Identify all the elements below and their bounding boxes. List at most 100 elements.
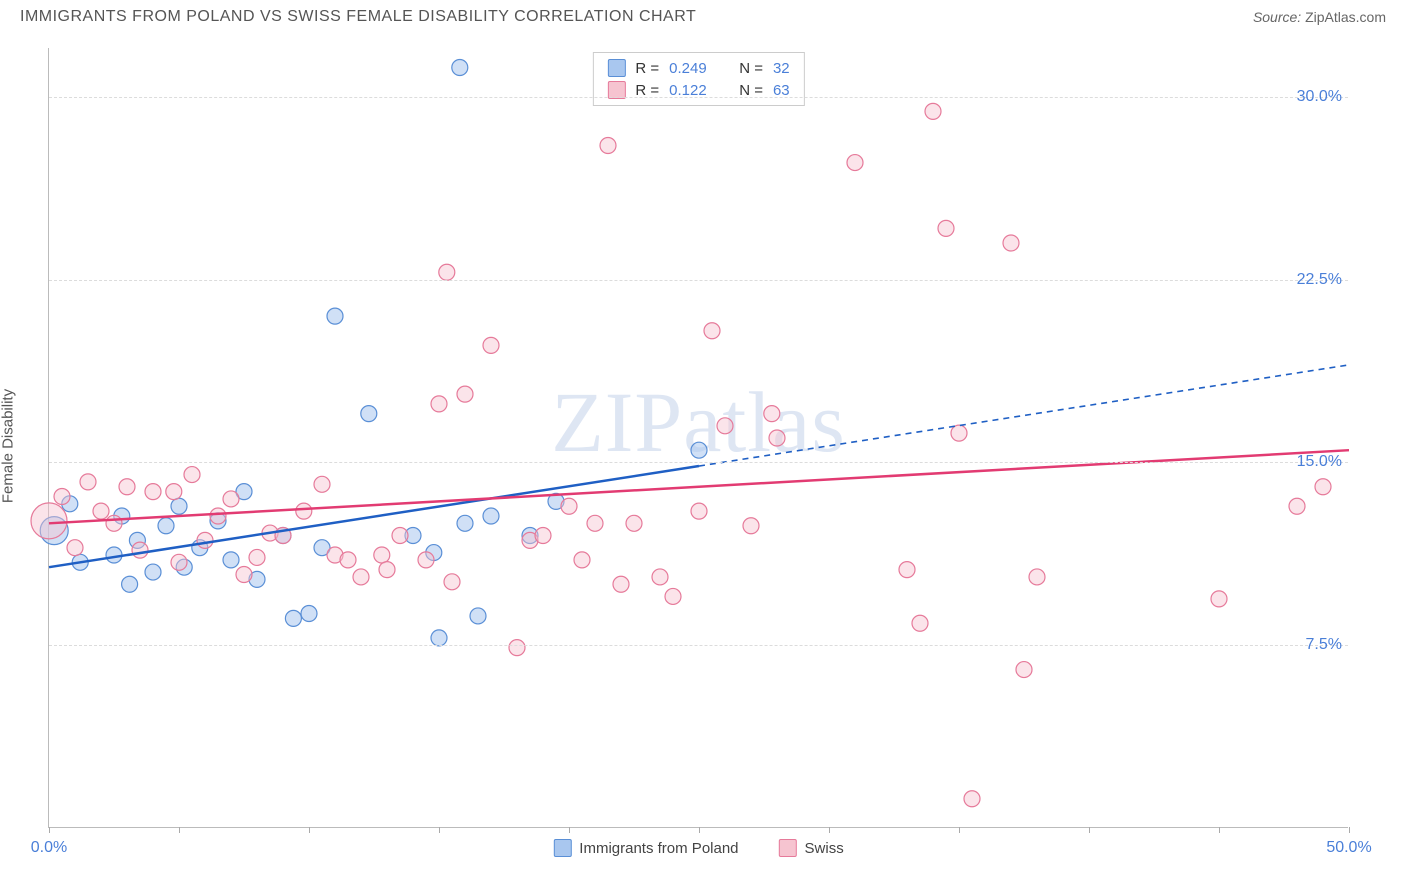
- scatter-point-poland: [223, 552, 239, 568]
- scatter-point-swiss: [392, 528, 408, 544]
- x-tick-mark: [829, 827, 830, 833]
- scatter-point-swiss: [743, 518, 759, 534]
- source-label: Source:: [1253, 9, 1301, 25]
- legend-n-label: N =: [739, 60, 763, 77]
- scatter-point-swiss: [314, 476, 330, 492]
- scatter-point-swiss: [665, 588, 681, 604]
- scatter-point-poland: [691, 442, 707, 458]
- correlation-legend: R = 0.249 N = 32R = 0.122 N = 63: [592, 52, 804, 106]
- scatter-point-poland: [452, 60, 468, 76]
- scatter-point-swiss: [132, 542, 148, 558]
- x-tick-mark: [1219, 827, 1220, 833]
- x-tick-label: 50.0%: [1326, 839, 1371, 857]
- scatter-point-swiss: [925, 103, 941, 119]
- scatter-point-swiss: [67, 540, 83, 556]
- y-tick-label: 22.5%: [1297, 271, 1342, 289]
- scatter-point-swiss: [899, 562, 915, 578]
- legend-swatch-poland: [607, 59, 625, 77]
- y-tick-label: 30.0%: [1297, 88, 1342, 106]
- legend-n-value: 32: [773, 60, 790, 77]
- x-tick-mark: [959, 827, 960, 833]
- scatter-point-swiss: [951, 425, 967, 441]
- legend-swatch-swiss: [779, 839, 797, 857]
- x-tick-label: 0.0%: [31, 839, 67, 857]
- scatter-point-poland: [171, 498, 187, 514]
- scatter-point-swiss: [296, 503, 312, 519]
- legend-r-value: 0.249: [669, 60, 707, 77]
- legend-item-swiss: Swiss: [779, 839, 844, 857]
- scatter-point-swiss: [652, 569, 668, 585]
- scatter-point-swiss: [353, 569, 369, 585]
- scatter-point-poland: [483, 508, 499, 524]
- chart-title: IMMIGRANTS FROM POLAND VS SWISS FEMALE D…: [20, 8, 696, 26]
- scatter-point-swiss: [439, 264, 455, 280]
- scatter-point-swiss: [1016, 662, 1032, 678]
- legend-stat-row-poland: R = 0.249 N = 32: [607, 57, 789, 79]
- gridline-h: [49, 462, 1348, 463]
- scatter-point-swiss: [106, 515, 122, 531]
- scatter-point-swiss: [1003, 235, 1019, 251]
- y-axis-label: Female Disability: [0, 389, 17, 503]
- scatter-point-swiss: [119, 479, 135, 495]
- source-attribution: Source: ZipAtlas.com: [1253, 9, 1386, 25]
- scatter-point-swiss: [769, 430, 785, 446]
- scatter-point-swiss: [717, 418, 733, 434]
- scatter-point-swiss: [379, 562, 395, 578]
- gridline-h: [49, 280, 1348, 281]
- scatter-point-swiss: [374, 547, 390, 563]
- scatter-point-swiss: [80, 474, 96, 490]
- scatter-point-poland: [158, 518, 174, 534]
- gridline-h: [49, 97, 1348, 98]
- scatter-point-swiss: [184, 467, 200, 483]
- scatter-point-swiss: [509, 640, 525, 656]
- scatter-point-swiss: [600, 138, 616, 154]
- scatter-point-swiss: [31, 503, 67, 539]
- x-tick-mark: [699, 827, 700, 833]
- scatter-point-swiss: [431, 396, 447, 412]
- scatter-point-swiss: [145, 484, 161, 500]
- legend-swatch-poland: [553, 839, 571, 857]
- legend-label: Swiss: [805, 840, 844, 857]
- x-tick-mark: [49, 827, 50, 833]
- scatter-point-swiss: [561, 498, 577, 514]
- scatter-point-swiss: [197, 532, 213, 548]
- scatter-point-swiss: [236, 567, 252, 583]
- x-tick-mark: [179, 827, 180, 833]
- scatter-point-swiss: [1211, 591, 1227, 607]
- y-tick-label: 15.0%: [1297, 453, 1342, 471]
- scatter-point-swiss: [626, 515, 642, 531]
- scatter-point-poland: [122, 576, 138, 592]
- scatter-point-swiss: [171, 554, 187, 570]
- scatter-point-swiss: [249, 549, 265, 565]
- scatter-point-swiss: [457, 386, 473, 402]
- scatter-point-poland: [457, 515, 473, 531]
- scatter-point-swiss: [764, 406, 780, 422]
- scatter-point-swiss: [938, 220, 954, 236]
- scatter-point-swiss: [418, 552, 434, 568]
- source-value: ZipAtlas.com: [1305, 9, 1386, 25]
- scatter-point-swiss: [691, 503, 707, 519]
- scatter-point-poland: [361, 406, 377, 422]
- scatter-point-poland: [301, 606, 317, 622]
- scatter-point-swiss: [166, 484, 182, 500]
- scatter-point-swiss: [587, 515, 603, 531]
- scatter-point-swiss: [1289, 498, 1305, 514]
- scatter-point-swiss: [613, 576, 629, 592]
- scatter-point-swiss: [223, 491, 239, 507]
- chart-header: IMMIGRANTS FROM POLAND VS SWISS FEMALE D…: [0, 0, 1406, 30]
- scatter-point-swiss: [847, 155, 863, 171]
- y-tick-label: 7.5%: [1306, 636, 1342, 654]
- scatter-point-swiss: [964, 791, 980, 807]
- scatter-point-swiss: [704, 323, 720, 339]
- scatter-point-swiss: [483, 337, 499, 353]
- scatter-point-swiss: [574, 552, 590, 568]
- scatter-point-swiss: [93, 503, 109, 519]
- scatter-point-swiss: [210, 508, 226, 524]
- scatter-plot-svg: [49, 48, 1348, 827]
- x-tick-mark: [309, 827, 310, 833]
- scatter-point-swiss: [1029, 569, 1045, 585]
- x-tick-mark: [439, 827, 440, 833]
- regression-line-dashed-poland: [699, 365, 1349, 466]
- scatter-point-swiss: [54, 489, 70, 505]
- chart-plot-area: ZIPatlas R = 0.249 N = 32R = 0.122 N = 6…: [48, 48, 1348, 828]
